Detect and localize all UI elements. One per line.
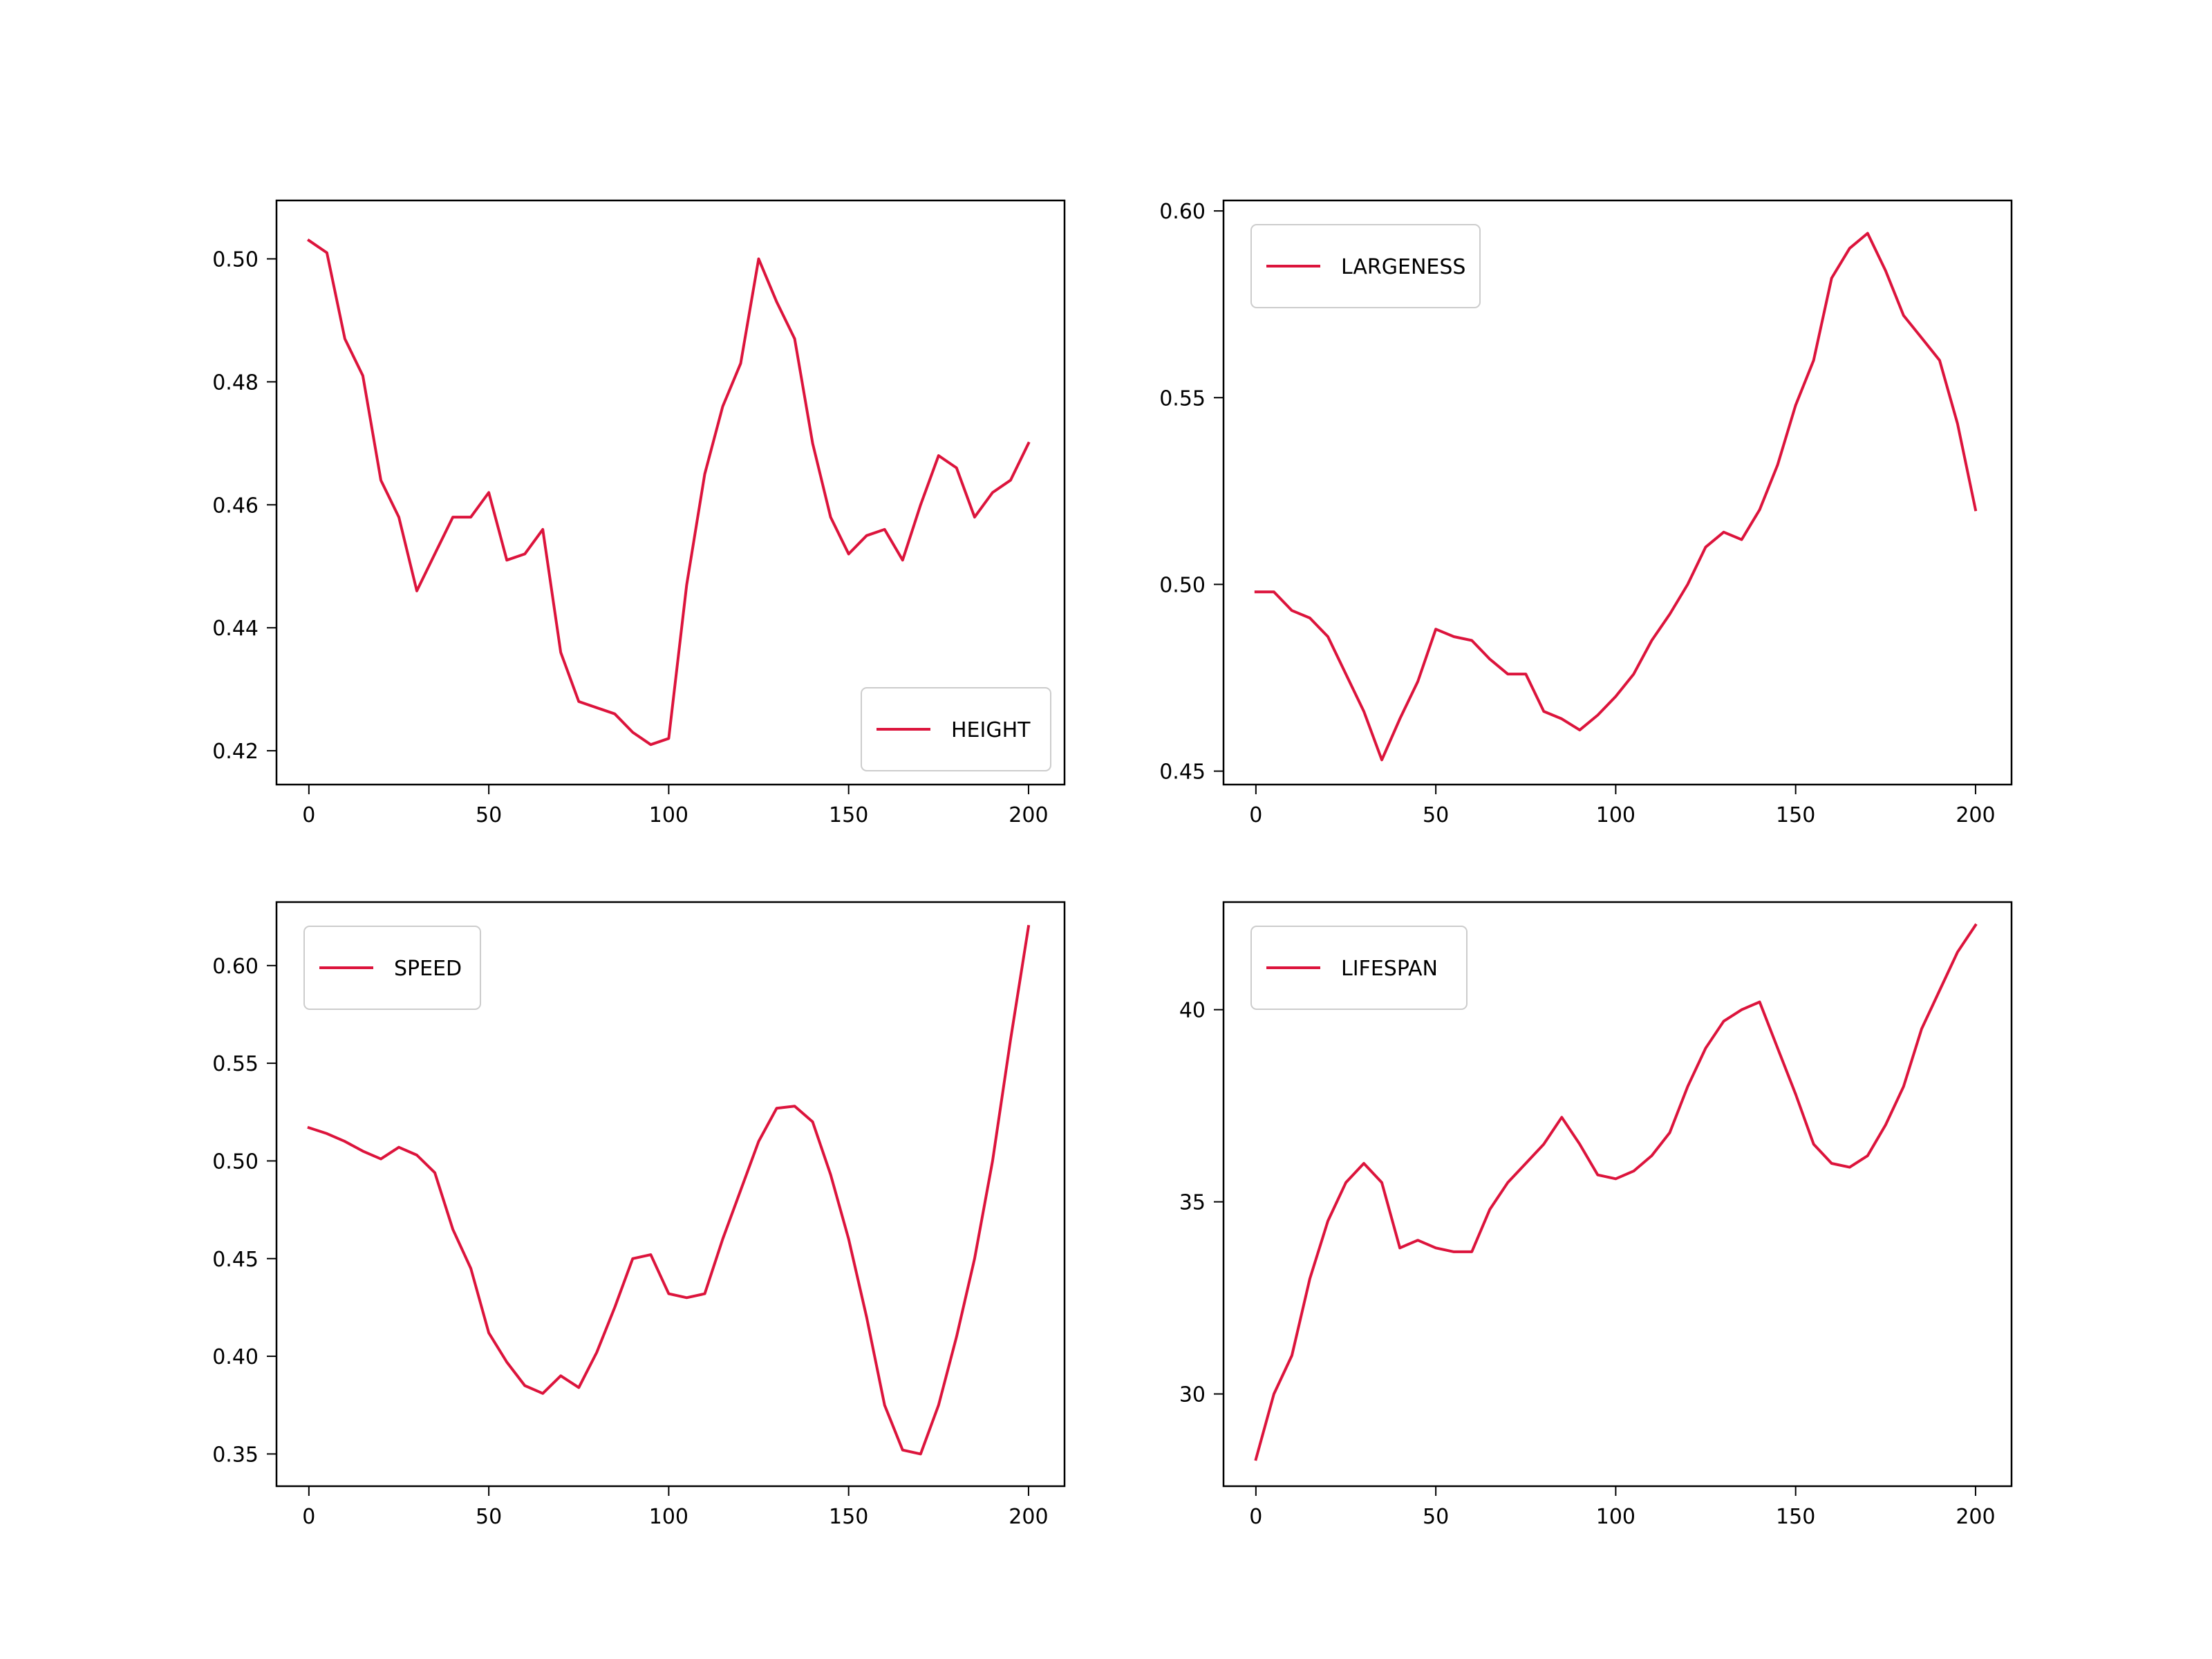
x-tick-label: 50 — [1423, 1505, 1449, 1529]
y-tick-label: 35 — [1179, 1191, 1206, 1215]
legend-label: SPEED — [394, 957, 462, 981]
legend: HEIGHT — [861, 687, 1051, 771]
y-tick-label: 0.40 — [212, 1345, 259, 1369]
series-line-lifespan — [1254, 923, 1978, 1461]
legend: LIFESPAN — [1250, 926, 1468, 1010]
x-tick-label: 150 — [829, 803, 868, 827]
x-tick-label: 0 — [302, 1505, 315, 1529]
x-tick-label: 150 — [829, 1505, 868, 1529]
legend-label: LIFESPAN — [1341, 957, 1438, 981]
legend: SPEED — [303, 926, 481, 1010]
x-tick-label: 50 — [1423, 803, 1449, 827]
y-tick-label: 30 — [1179, 1383, 1206, 1407]
y-tick-label: 0.60 — [1159, 200, 1206, 224]
axes-frame — [275, 199, 1066, 786]
legend: LARGENESS — [1250, 224, 1481, 308]
x-tick-label: 200 — [1009, 1505, 1048, 1529]
series-line-largeness — [1254, 232, 1978, 762]
x-tick-label: 100 — [649, 1505, 688, 1529]
x-tick-label: 150 — [1776, 803, 1815, 827]
y-tick-label: 0.42 — [212, 740, 259, 764]
x-tick-label: 0 — [1249, 1505, 1262, 1529]
axes-frame — [275, 901, 1066, 1488]
axes-frame — [1222, 901, 2013, 1488]
x-tick-label: 200 — [1956, 803, 1995, 827]
y-tick-label: 0.46 — [212, 494, 259, 518]
x-tick-label: 0 — [1249, 803, 1262, 827]
x-tick-label: 200 — [1009, 803, 1048, 827]
x-tick-label: 100 — [649, 803, 688, 827]
legend-label: LARGENESS — [1341, 255, 1465, 279]
y-tick-label: 0.45 — [212, 1248, 259, 1272]
series-line-speed — [307, 925, 1031, 1456]
series-line-height — [307, 238, 1031, 747]
legend-box — [861, 687, 1051, 771]
y-tick-label: 0.60 — [212, 955, 259, 979]
axes-frame — [1222, 199, 2013, 786]
legend-label: HEIGHT — [951, 718, 1031, 742]
subplot-2: 0 50 100 150 200 0.45 0.50 0.55 0.60 LARGENESS — [1159, 199, 2013, 827]
x-tick-label: 100 — [1596, 1505, 1635, 1529]
subplot-1: 0 50 100 150 200 0.42 0.44 0.46 0.48 0.50 HEIGHT — [212, 199, 1066, 827]
y-tick-label: 0.35 — [212, 1443, 259, 1467]
x-tick-label: 200 — [1956, 1505, 1995, 1529]
legend-box — [1250, 926, 1468, 1010]
x-tick-label: 100 — [1596, 803, 1635, 827]
y-tick-label: 0.50 — [212, 1150, 259, 1174]
legend-box — [303, 926, 481, 1010]
x-tick-label: 150 — [1776, 1505, 1815, 1529]
y-tick-label: 0.45 — [1159, 760, 1206, 785]
y-tick-label: 0.55 — [212, 1052, 259, 1076]
x-tick-label: 50 — [476, 1505, 502, 1529]
subplot-4: 0 50 100 150 200 30 35 40 LIFESPAN — [1179, 901, 2013, 1529]
y-tick-label: 0.44 — [212, 617, 259, 641]
legend-box — [1250, 224, 1481, 308]
y-tick-label: 40 — [1179, 999, 1206, 1023]
y-tick-label: 0.50 — [212, 248, 259, 272]
y-tick-label: 0.48 — [212, 371, 259, 395]
y-tick-label: 0.55 — [1159, 386, 1206, 411]
x-tick-label: 0 — [302, 803, 315, 827]
y-tick-label: 0.50 — [1159, 573, 1206, 597]
x-tick-label: 50 — [476, 803, 502, 827]
subplot-3: 0 50 100 150 200 0.35 0.40 0.45 0.50 0.55 0.60 SPEE… — [212, 901, 1066, 1529]
